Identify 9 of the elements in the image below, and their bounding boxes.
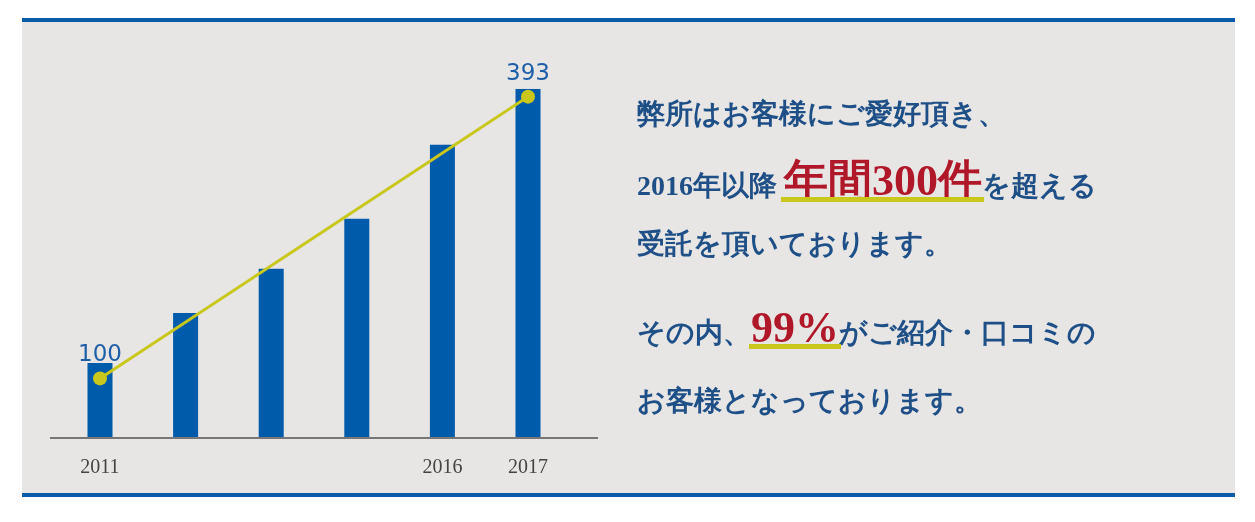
- text: お客様となっております。: [637, 385, 982, 416]
- text: 受託を頂いております。: [637, 228, 952, 259]
- data-label: 100: [78, 340, 122, 367]
- x-tick-label: 2016: [422, 455, 463, 477]
- x-tick-label: 2011: [80, 455, 120, 477]
- x-tick-label: 2017: [508, 455, 548, 477]
- text: 弊所はお客様にご愛好頂き、: [637, 98, 1006, 129]
- data-label: 393: [506, 58, 550, 85]
- text: その内、99%がご紹介・口コミの: [637, 303, 1096, 352]
